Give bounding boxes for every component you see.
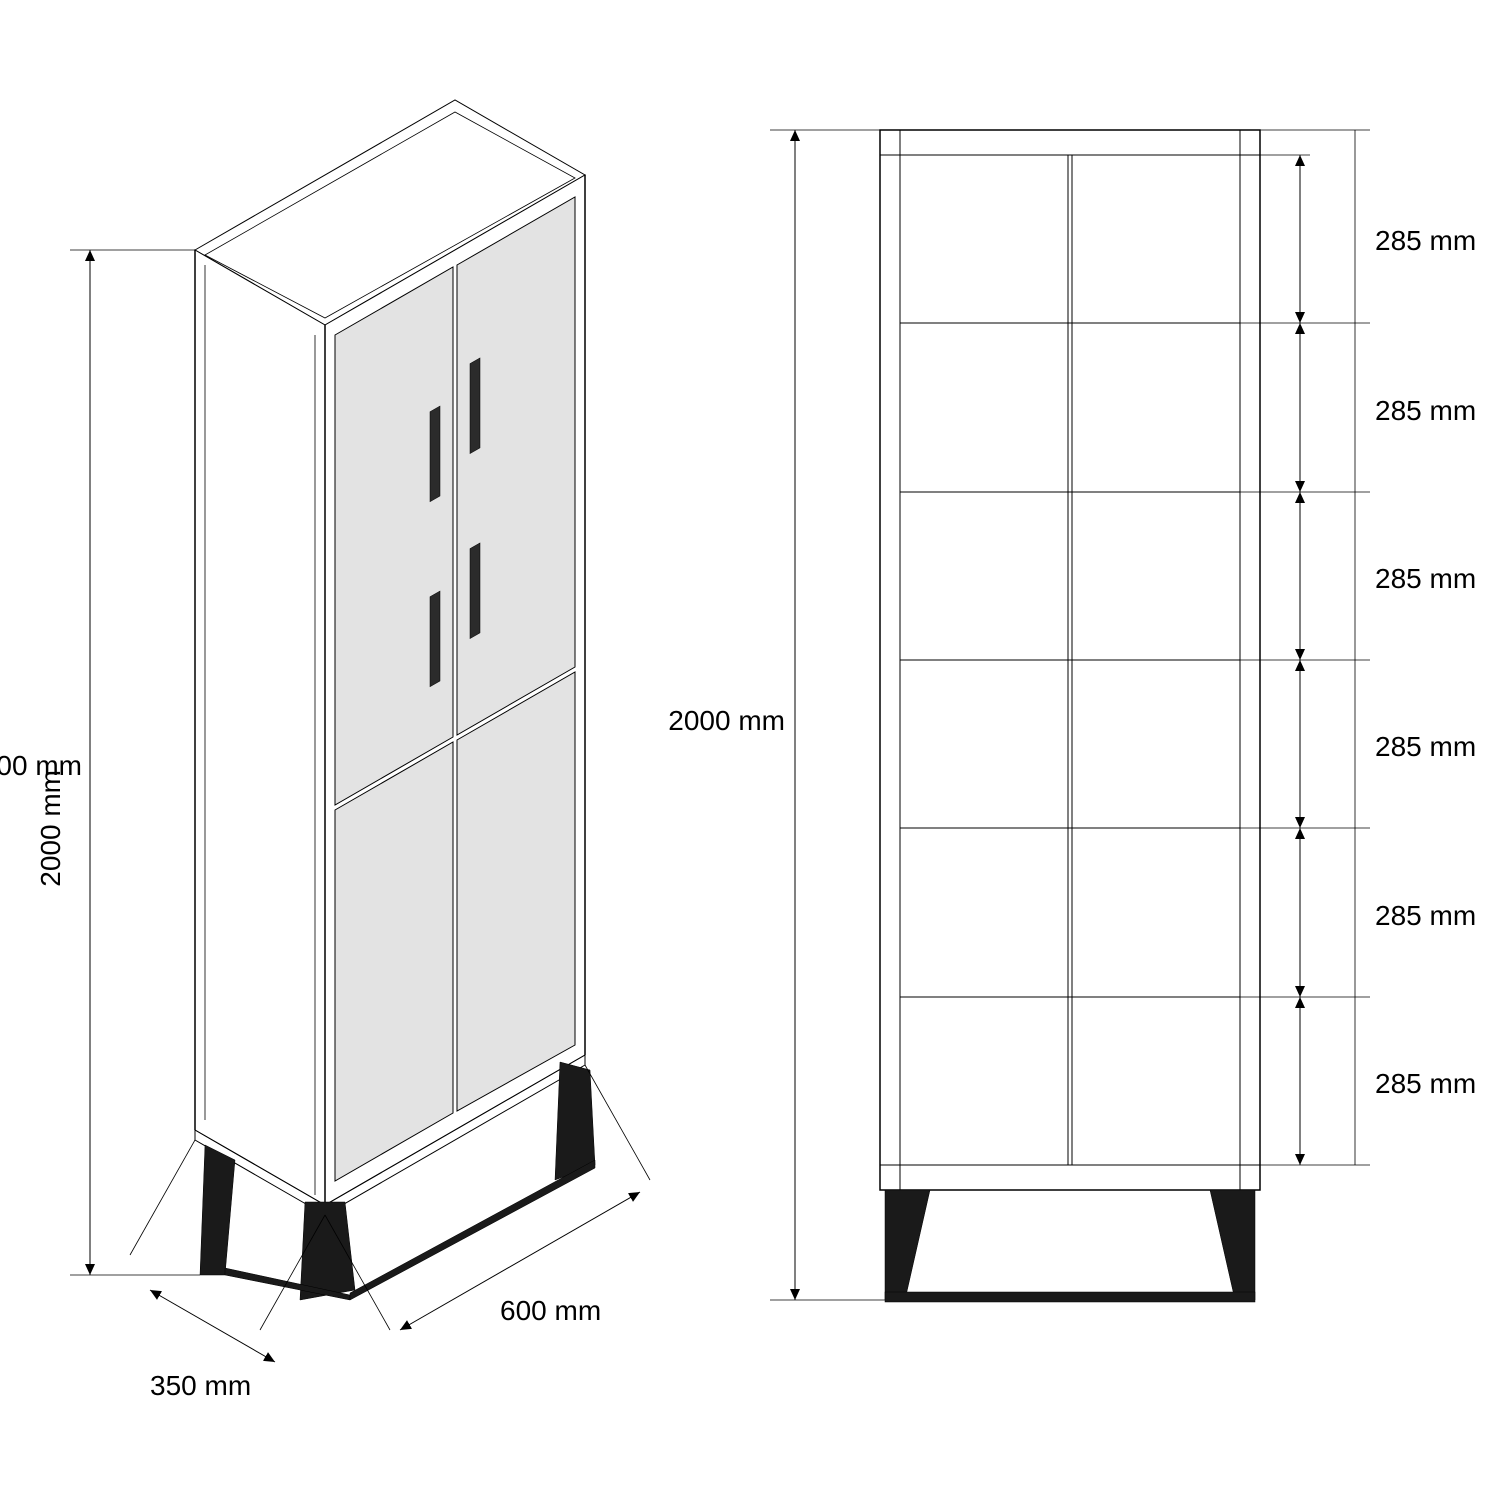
technical-drawing: 2000 mm 2000 mm 2000 mm 2000 mm 350 mm 6…	[0, 0, 1500, 1500]
front-view: 2000 mm 285 mm 285 mm 285 mm 285 mm	[668, 130, 1476, 1302]
isometric-view: 2000 mm 2000 mm	[35, 100, 595, 1300]
shelf-dim-1: 285 mm	[1375, 395, 1476, 426]
shelf-dim-0: 285 mm	[1375, 225, 1476, 256]
shelf-dim-2: 285 mm	[1375, 563, 1476, 594]
front-legs	[885, 1190, 1255, 1302]
dim-height: 2000 mm	[35, 770, 66, 887]
dim-front-height: 2000 mm	[668, 705, 785, 736]
shelf-dim-4: 285 mm	[1375, 900, 1476, 931]
shelf-dim-5: 285 mm	[1375, 1068, 1476, 1099]
svg-text:350 mm: 350 mm	[150, 1370, 251, 1401]
shelf-dim-3: 285 mm	[1375, 731, 1476, 762]
dim-iso-height-txt: 2000 mm	[0, 750, 82, 781]
svg-text:600 mm: 600 mm	[500, 1295, 601, 1326]
shelf-dims: 285 mm 285 mm 285 mm 285 mm 285 mm 285 m…	[1240, 130, 1476, 1165]
